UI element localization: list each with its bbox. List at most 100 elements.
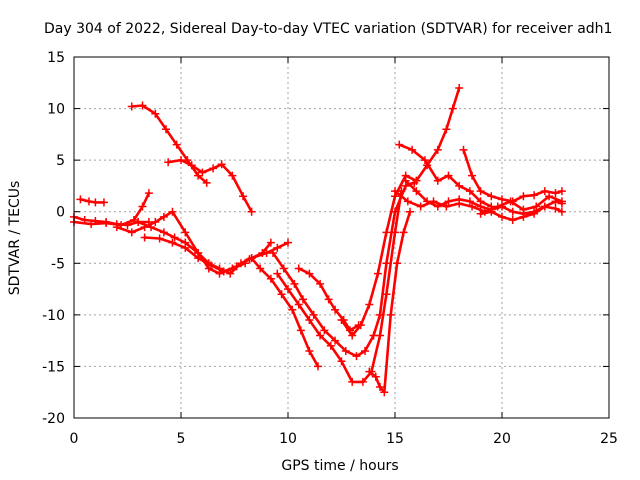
data-point	[412, 187, 421, 196]
series-track-5	[70, 189, 153, 230]
data-point	[405, 207, 414, 216]
data-point	[138, 202, 147, 211]
data-point	[382, 290, 391, 299]
data-point	[305, 269, 314, 278]
data-point	[140, 233, 149, 242]
data-point	[134, 218, 143, 227]
data-point	[442, 125, 451, 134]
data-point	[444, 197, 453, 206]
y-tick-label: -15	[42, 359, 65, 375]
series-track-6	[134, 218, 292, 278]
data-point	[540, 202, 549, 211]
data-point	[296, 326, 305, 335]
data-point	[391, 228, 399, 237]
data-point	[519, 212, 528, 221]
series-track-10	[269, 178, 419, 361]
series-track-14	[365, 207, 414, 397]
data-point	[498, 195, 506, 204]
data-point	[423, 161, 432, 170]
data-point	[247, 207, 256, 216]
data-point	[551, 204, 560, 213]
data-point	[395, 140, 404, 149]
data-point	[468, 202, 477, 211]
data-point	[519, 205, 528, 214]
data-point	[320, 326, 329, 335]
data-point	[273, 269, 282, 278]
series-track-11	[273, 187, 406, 386]
y-tick-label: -10	[42, 308, 65, 324]
series-track-19	[459, 145, 566, 206]
data-point	[551, 189, 560, 198]
y-tick-label: 5	[56, 153, 65, 169]
series-line	[250, 256, 320, 368]
data-point	[177, 156, 185, 165]
data-point	[465, 197, 474, 206]
data-point	[557, 187, 566, 196]
data-point	[316, 331, 325, 340]
data-point	[433, 176, 442, 185]
data-point	[361, 346, 370, 355]
data-point	[194, 171, 203, 180]
data-point	[298, 295, 307, 304]
data-point	[337, 357, 346, 366]
data-point	[519, 192, 528, 201]
data-point	[256, 264, 265, 273]
data-point	[465, 187, 474, 196]
data-point	[358, 377, 367, 386]
data-point	[206, 261, 215, 270]
y-tick-label: 0	[56, 205, 65, 221]
series-track-9	[247, 254, 322, 371]
data-point	[352, 352, 361, 361]
data-point	[399, 228, 408, 237]
y-tick-label: -20	[42, 411, 65, 427]
data-point	[226, 269, 235, 278]
data-point	[279, 264, 288, 273]
data-point	[412, 176, 421, 185]
series-line	[404, 179, 564, 216]
data-point	[305, 316, 314, 325]
data-point	[209, 164, 218, 173]
data-point	[305, 346, 314, 355]
data-point	[455, 83, 464, 92]
plot-frame	[73, 56, 610, 419]
data-point	[365, 300, 374, 309]
data-point	[341, 346, 350, 355]
data-point	[403, 197, 412, 206]
data-point	[228, 171, 237, 180]
data-point	[530, 191, 539, 200]
data-point	[112, 223, 121, 232]
data-point	[138, 101, 147, 110]
data-point	[129, 215, 138, 224]
data-point	[382, 259, 391, 268]
series-track-2	[164, 156, 256, 216]
data-point	[429, 197, 438, 206]
data-point	[348, 331, 357, 340]
data-point	[493, 202, 502, 211]
series-track-16	[412, 83, 464, 185]
data-point	[498, 212, 506, 221]
data-point	[258, 248, 267, 257]
x-tick-label: 0	[70, 431, 79, 447]
data-point	[468, 171, 477, 180]
data-point	[290, 279, 299, 288]
data-point	[247, 254, 256, 263]
data-point	[365, 367, 374, 376]
data-point	[557, 197, 566, 206]
data-point	[232, 262, 241, 271]
series-line	[462, 148, 564, 203]
data-point	[348, 377, 357, 386]
data-point	[288, 305, 297, 314]
series-line	[276, 189, 403, 384]
data-point	[448, 104, 457, 113]
data-point	[266, 238, 275, 247]
data-point	[356, 321, 365, 330]
data-point	[215, 269, 224, 278]
data-point	[217, 160, 226, 169]
data-point	[140, 223, 149, 232]
data-point	[508, 207, 517, 216]
chart-title: Day 304 of 2022, Sidereal Day-to-day VTE…	[44, 21, 612, 37]
x-tick-label: 25	[600, 431, 618, 447]
data-point	[76, 195, 85, 204]
series-track-13	[337, 171, 421, 340]
